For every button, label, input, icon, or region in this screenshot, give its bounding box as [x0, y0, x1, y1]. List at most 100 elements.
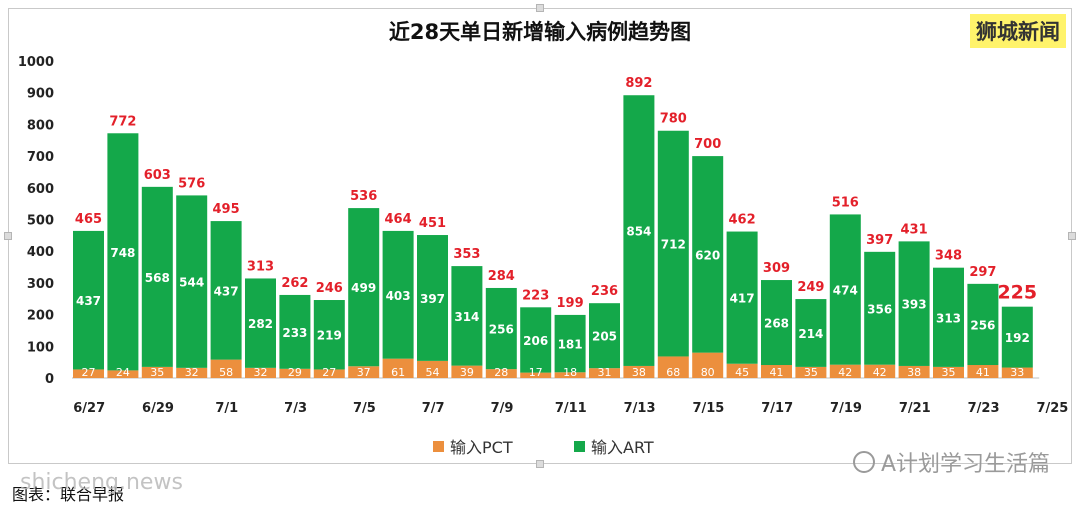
- data-label-pct: 33: [1010, 366, 1024, 379]
- bar-art-7/22: [933, 267, 964, 367]
- bar-art-7/14: [657, 130, 689, 357]
- data-label-art: 568: [145, 271, 170, 285]
- data-label-total: 536: [350, 189, 377, 204]
- data-label-pct: 35: [150, 366, 164, 379]
- data-label-pct: 38: [907, 366, 921, 379]
- y-tick-label: 900: [27, 87, 54, 102]
- bar-art-7/15: [692, 156, 724, 353]
- data-label-total: 236: [591, 284, 618, 299]
- bar-pct-7/11: [554, 372, 586, 378]
- bar-art-6/27: [73, 230, 104, 370]
- chart-legend: 输入PCT 输入ART: [0, 434, 1080, 458]
- data-label-total: 700: [694, 137, 721, 152]
- bar-pct-7/12: [589, 368, 620, 378]
- data-label-pct: 80: [701, 366, 715, 379]
- data-label-art: 403: [386, 289, 411, 303]
- resize-handle-left[interactable]: [4, 232, 12, 240]
- data-label-art: 417: [730, 292, 755, 306]
- data-label-art: 474: [833, 284, 858, 298]
- data-label-pct: 35: [804, 366, 818, 379]
- wechat-watermark: A计划学习生活篇: [852, 446, 1050, 478]
- data-label-pct: 54: [426, 366, 440, 379]
- y-tick-label: 0: [45, 372, 54, 387]
- data-label-total: 495: [213, 202, 240, 217]
- data-label-art: 192: [1005, 331, 1030, 345]
- data-label-art: 205: [592, 330, 617, 344]
- data-label-total: 225: [997, 282, 1037, 304]
- bar-pct-7/10: [520, 372, 552, 378]
- data-label-pct: 41: [770, 366, 784, 379]
- bar-pct-7/7: [417, 360, 448, 378]
- resize-handle-right[interactable]: [1068, 232, 1076, 240]
- data-label-pct: 38: [632, 366, 646, 379]
- bar-art-7/20: [864, 251, 896, 365]
- data-label-total: 284: [488, 269, 515, 284]
- legend-item-art: 输入ART: [574, 434, 654, 458]
- data-label-art: 544: [179, 276, 204, 290]
- data-label-total: 348: [935, 249, 962, 264]
- data-label-total: 892: [625, 76, 652, 91]
- x-tick-label: 7/19: [830, 401, 862, 416]
- bar-art-7/19: [829, 214, 861, 365]
- data-label-pct: 17: [529, 366, 543, 379]
- bar-pct-7/8: [451, 365, 483, 378]
- data-label-total: 246: [316, 281, 343, 296]
- bar-pct-6/27: [73, 369, 104, 378]
- x-tick-label: 7/7: [422, 401, 445, 416]
- data-label-total: 199: [557, 296, 584, 311]
- data-label-total: 223: [522, 288, 549, 303]
- bar-art-7/18: [795, 299, 827, 367]
- x-tick-label: 7/9: [491, 401, 514, 416]
- wechat-account-name: A计划学习生活篇: [880, 452, 1050, 477]
- resize-handle-top[interactable]: [536, 4, 544, 12]
- x-tick-label: 7/3: [284, 401, 307, 416]
- x-tick-label: 7/11: [555, 401, 587, 416]
- y-tick-label: 300: [27, 277, 54, 292]
- bar-pct-7/3: [279, 368, 311, 378]
- bar-pct-7/19: [829, 364, 861, 378]
- bar-pct-6/29: [141, 366, 173, 378]
- x-tick-label: 7/5: [353, 401, 376, 416]
- y-tick-label: 1000: [18, 55, 54, 70]
- brand-logo: 狮城新闻: [970, 14, 1066, 48]
- data-label-total: 249: [797, 280, 824, 295]
- data-label-art: 214: [798, 327, 823, 341]
- data-label-art: 854: [626, 225, 651, 239]
- data-label-pct: 29: [288, 366, 302, 379]
- data-label-art: 712: [661, 238, 686, 252]
- data-label-total: 780: [660, 112, 687, 127]
- bar-pct-7/5: [348, 366, 380, 378]
- bar-art-7/12: [589, 303, 620, 369]
- data-label-art: 748: [110, 246, 135, 260]
- data-label-total: 397: [866, 233, 893, 248]
- bar-art-7/6: [382, 230, 414, 359]
- x-tick-label: 6/27: [73, 401, 105, 416]
- legend-item-pct: 输入PCT: [433, 434, 513, 458]
- data-label-total: 262: [281, 276, 308, 291]
- data-label-pct: 58: [219, 366, 233, 379]
- data-label-total: 464: [385, 212, 412, 227]
- bar-pct-6/28: [107, 370, 139, 378]
- source-caption: 图表：联合早报: [12, 485, 125, 504]
- bar-pct-7/20: [864, 364, 896, 378]
- bar-art-7/10: [520, 307, 552, 373]
- data-label-total: 431: [901, 222, 928, 237]
- x-tick-label: 7/17: [761, 401, 793, 416]
- data-label-art: 356: [867, 302, 892, 316]
- data-label-art: 282: [248, 317, 273, 331]
- x-tick-label: 7/13: [624, 401, 656, 416]
- data-label-pct: 41: [976, 366, 990, 379]
- bar-art-7/7: [417, 235, 448, 361]
- data-label-total: 603: [144, 168, 171, 183]
- bar-art-7/9: [485, 287, 517, 370]
- bar-pct-7/13: [623, 365, 655, 378]
- data-label-pct: 61: [391, 366, 405, 379]
- resize-handle-bottom[interactable]: [536, 460, 544, 468]
- wechat-icon: [852, 451, 875, 473]
- bar-pct-7/15: [692, 352, 724, 378]
- bar-pct-7/22: [933, 366, 964, 378]
- data-label-total: 309: [763, 261, 790, 276]
- data-label-total: 313: [247, 259, 274, 274]
- data-label-pct: 42: [838, 366, 852, 379]
- bar-art-7/2: [245, 278, 276, 368]
